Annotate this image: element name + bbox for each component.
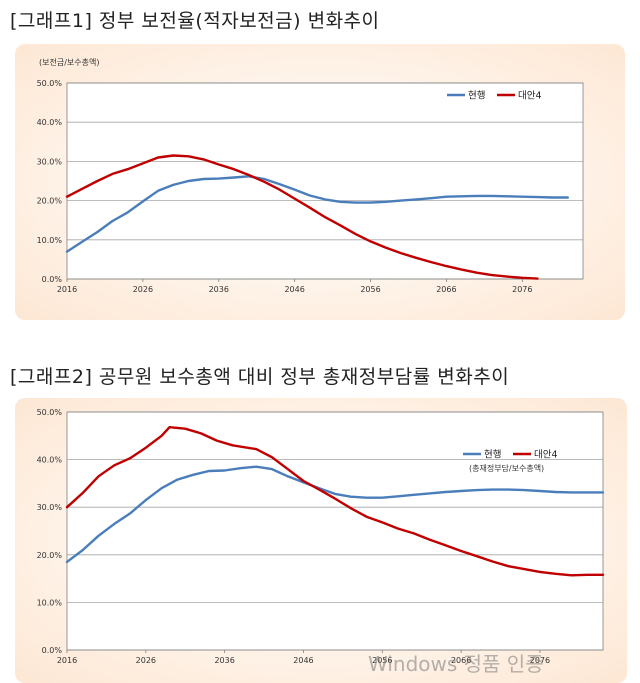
chart-2-series-line-1 [65, 465, 605, 564]
chart-1-y-tick-label: 30.0% [37, 157, 63, 166]
chart-1-x-tick-label: 2016 [57, 285, 77, 294]
chart-2-x-tick-label: 2066 [451, 656, 471, 665]
chart-1-x-tick-label: 2046 [284, 285, 304, 294]
chart-1-plot-area [67, 83, 583, 279]
chart-1-x-tick-label: 2026 [133, 285, 153, 294]
chart-2-unit-label: (총재정부담/보수총액) [469, 463, 544, 473]
chart-1-y-tick-label: 20.0% [37, 197, 63, 206]
chart-1-y-tick-label: 0.0% [42, 275, 63, 284]
chart-2-y-tick-label: 40.0% [37, 456, 63, 465]
chart-2-svg: 0.0% 10.0% 20.0% 30.0% 40.0% 50.0% 2016 2026 203… [37, 408, 605, 665]
chart-1-panel: 0.0% 10.0% 20.0% 30.0% 40.0% 50.0% 2016 2026 203… [15, 44, 625, 320]
chart-2-y-tick-label: 10.0% [37, 598, 63, 607]
chart-2-legend-label-1: 현행 [484, 449, 501, 461]
chart-2-x-tick-label: 2056 [372, 656, 392, 665]
chart-1-x-tick-label: 2036 [209, 285, 229, 294]
chart-1-series-line-2 [65, 154, 539, 280]
chart-1-legend-label-2: 대안4 [518, 91, 542, 102]
chart-1-svg: 0.0% 10.0% 20.0% 30.0% 40.0% 50.0% 2016 2026 203… [37, 57, 584, 294]
chart-1-y-tick-label: 40.0% [37, 118, 63, 127]
chart-2-x-tick-label: 2026 [136, 656, 156, 665]
chart-1-series-line-1 [65, 175, 569, 253]
chart-1-x-tick-label: 2056 [360, 285, 380, 294]
chart-2-plot-border [66, 411, 604, 651]
chart-1-y-tick-label: 50.0% [37, 79, 63, 88]
chart-1-title: [그래프1] 정부 보전율(적자보전금) 변화추이 [10, 10, 380, 32]
chart-2-x-tick-label: 2046 [293, 656, 313, 665]
chart-2-panel: 0.0% 10.0% 20.0% 30.0% 40.0% 50.0% 2016 2026 203… [15, 398, 627, 683]
chart-1-x-tick-label: 2076 [512, 285, 532, 294]
chart-2-y-tick-label: 20.0% [37, 551, 63, 560]
chart-2-plot-area [67, 412, 603, 650]
chart-2-y-tick-label: 30.0% [37, 503, 63, 512]
chart-2-x-tick-label: 2076 [530, 656, 550, 665]
chart-2-series-line-2 [65, 426, 605, 577]
chart-2-x-tick-label: 2036 [214, 656, 234, 665]
chart-1-plot-border [66, 82, 584, 280]
chart-1-x-tick-label: 2066 [436, 285, 456, 294]
chart-1-unit-label: (보전금/보수총액) [39, 57, 99, 67]
windows-activation-watermark: Windows 정품 인증 [368, 652, 544, 676]
chart-1-y-tick-label: 10.0% [37, 236, 63, 245]
chart-2-y-tick-label: 0.0% [42, 646, 63, 655]
chart-2-title: [그래프2] 공무원 보수총액 대비 정부 총재정부담률 변화추이 [10, 366, 510, 388]
chart-1-legend-label-1: 현행 [468, 90, 485, 102]
chart-2-y-tick-label: 50.0% [37, 408, 63, 417]
chart-2-x-tick-label: 2016 [57, 656, 77, 665]
chart-2-legend-label-2: 대안4 [534, 450, 558, 461]
